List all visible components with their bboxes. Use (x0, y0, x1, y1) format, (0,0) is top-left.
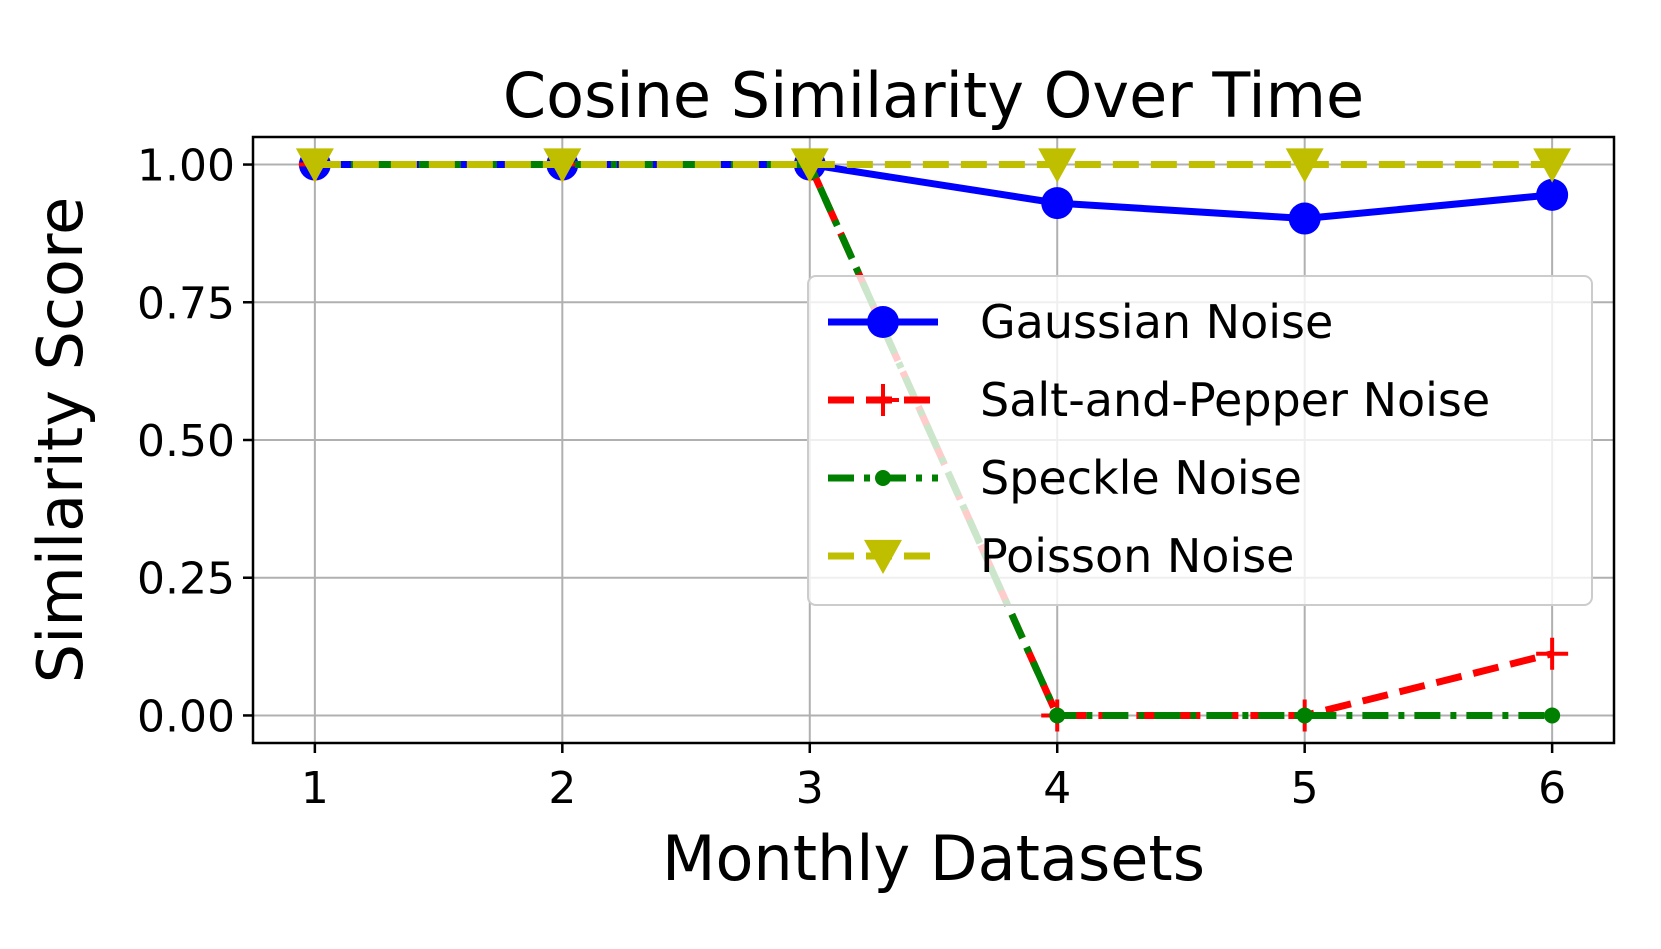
legend-label: Salt-and-Pepper Noise (980, 373, 1490, 427)
data-point-marker (295, 148, 334, 183)
data-point-marker (875, 470, 891, 486)
x-axis-label: Monthly Datasets (662, 822, 1205, 895)
x-tick-label: 5 (1291, 763, 1319, 814)
x-tick-label: 2 (548, 763, 576, 814)
data-point-marker (867, 306, 899, 338)
data-point-marker (1536, 637, 1569, 670)
y-tick-label: 0.75 (137, 278, 235, 329)
y-tick-label: 0.25 (137, 554, 235, 605)
legend-entry: Speckle Noise (828, 451, 1302, 505)
chart-title: Cosine Similarity Over Time (503, 59, 1364, 132)
data-point-marker (864, 539, 902, 575)
data-point-marker (790, 148, 829, 183)
data-point-marker (543, 148, 582, 183)
legend-entry: Gaussian Noise (828, 295, 1333, 349)
y-tick-label: 1.00 (137, 141, 235, 192)
data-point-marker (1288, 202, 1321, 235)
data-point-marker (1038, 148, 1077, 183)
series-poisson-noise (295, 148, 1572, 183)
data-point-marker (1049, 707, 1066, 724)
x-tick-label: 4 (1043, 763, 1071, 814)
legend-label: Speckle Noise (980, 451, 1302, 505)
y-tick-label: 0.00 (137, 691, 235, 742)
data-point-marker (867, 384, 899, 416)
data-point-marker (1041, 187, 1074, 220)
y-tick-label: 0.50 (137, 416, 235, 467)
data-point-marker (1536, 178, 1569, 211)
x-tick-label: 3 (796, 763, 824, 814)
legend-label: Poisson Noise (980, 529, 1294, 583)
series-line (314, 161, 1553, 223)
legend: Gaussian Noise Salt-and-Pepper Noise Speck… (807, 275, 1593, 606)
data-point-marker (1533, 148, 1572, 183)
x-tick-label: 6 (1538, 763, 1566, 814)
y-axis-label: Similarity Score (24, 197, 97, 684)
data-point-marker (1296, 707, 1313, 724)
legend-label: Gaussian Noise (980, 295, 1333, 349)
data-point-marker (1544, 707, 1561, 724)
x-tick-label: 1 (301, 763, 329, 814)
legend-entry: Salt-and-Pepper Noise (828, 373, 1490, 427)
legend-box (807, 275, 1593, 606)
data-point-marker (1285, 148, 1324, 183)
axis-ticks: 1 2 3 4 5 6 0.00 0.25 0.50 0.75 1.00 (137, 141, 1566, 814)
legend-entry: Poisson Noise (828, 529, 1294, 583)
